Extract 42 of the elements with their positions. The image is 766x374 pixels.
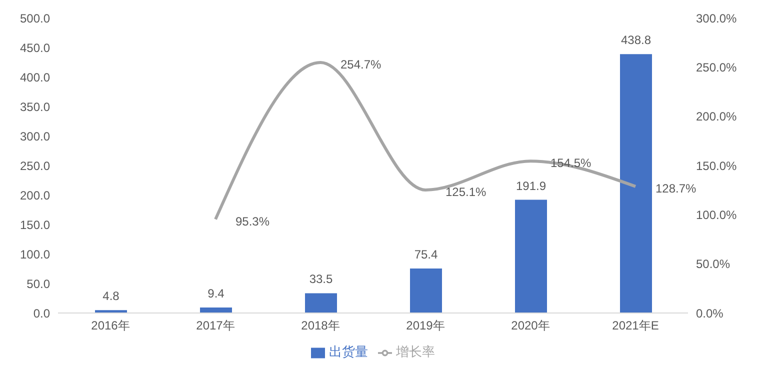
legend-label: 出货量 <box>329 344 368 359</box>
data-label: 95.3% <box>236 214 270 228</box>
y2-tick-label: 100.0% <box>696 208 738 222</box>
y2-tick-label: 250.0% <box>696 60 738 74</box>
y-tick-label: 0.0 <box>33 306 50 320</box>
data-label: 438.8 <box>620 33 652 48</box>
y-tick-label: 300.0 <box>20 129 50 144</box>
x-tick-label: 2018年 <box>301 318 340 333</box>
data-label: 125.1% <box>446 184 487 199</box>
data-label: 128.7% <box>656 181 697 196</box>
bar <box>410 268 442 313</box>
data-label: 9.4 <box>208 286 225 300</box>
y-tick-label: 400.0 <box>20 70 50 84</box>
bar <box>200 307 232 313</box>
data-label: 4.8 <box>102 289 120 304</box>
data-label: 75.4 <box>414 248 438 262</box>
data-label: 191.9 <box>516 178 546 193</box>
bar <box>305 293 337 313</box>
data-label: 254.7% <box>340 58 382 72</box>
y-tick-label: 450.0 <box>20 40 50 55</box>
y2-tick-label: 0.0% <box>696 306 724 320</box>
x-tick-label: 2021年E <box>612 318 659 333</box>
y-tick-label: 350.0 <box>20 100 50 114</box>
x-tick-label: 2020年 <box>511 318 550 333</box>
y-tick-label: 100.0 <box>20 247 50 262</box>
y2-tick-label: 150.0% <box>696 158 738 173</box>
y-tick-label: 500.0 <box>20 11 50 26</box>
data-label: 154.5% <box>550 156 592 170</box>
y-tick-label: 150.0 <box>20 218 50 232</box>
y2-tick-label: 200.0% <box>696 110 738 124</box>
bar <box>515 200 547 313</box>
x-tick-label: 2016年 <box>91 318 130 333</box>
y-tick-label: 250.0 <box>20 158 50 173</box>
y2-tick-label: 300.0% <box>696 11 738 26</box>
y-tick-label: 50.0 <box>26 276 50 291</box>
x-tick-label: 2019年 <box>406 318 445 333</box>
x-tick-label: 2017年 <box>196 318 235 333</box>
legend-label: 增长率 <box>396 344 435 359</box>
y2-tick-label: 50.0% <box>696 257 730 272</box>
bar <box>620 54 652 313</box>
data-label: 33.5 <box>309 272 333 286</box>
y-tick-label: 200.0 <box>20 188 50 202</box>
